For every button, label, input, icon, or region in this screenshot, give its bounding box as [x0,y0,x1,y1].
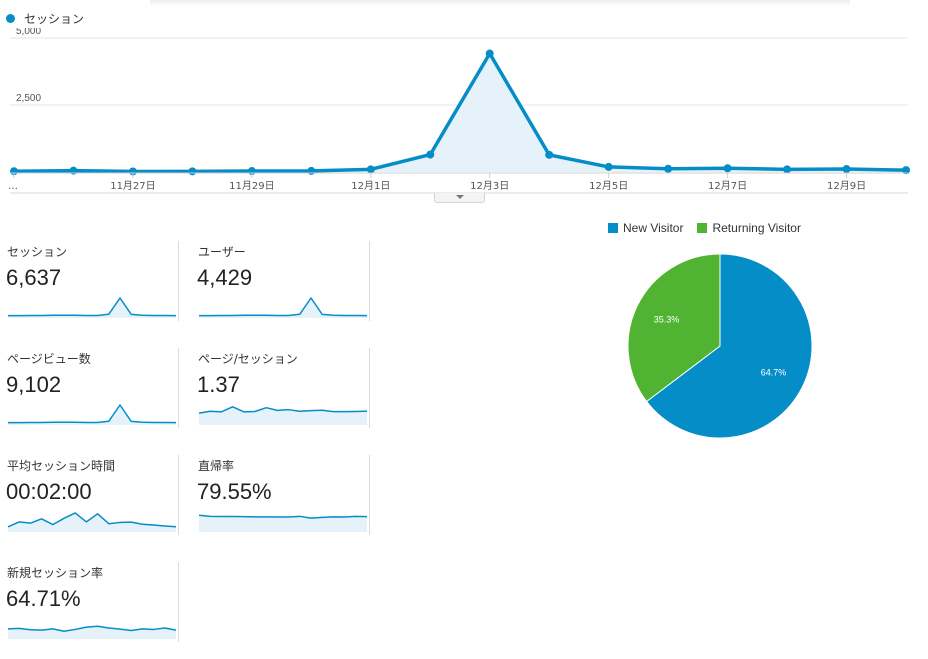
metric-label: ページビュー数 [7,352,91,366]
metric-sparkline [198,514,368,532]
sparkline-line [8,404,177,424]
metric-value: 4,429 [197,265,253,290]
sessions-line-chart[interactable]: 5,000 2,500 … 11月27日 11月29日 12月1日 12月3日 12月5日 12… [0,28,928,194]
metric-label: ページ/セッション [198,352,298,366]
metric-label: ユーザー [198,245,246,259]
sparkline-line [7,625,177,632]
x-tick-label: 12月5日 [589,180,628,192]
x-tick-label: 12月9日 [827,180,866,192]
metric-tile[interactable]: ユーザー 4,429 [191,241,370,321]
metric-label: 平均セッション時間 [7,459,116,473]
legend-swatch-new [608,223,618,233]
visitor-type-pie-chart[interactable]: 64.7% 35.3% [620,246,820,446]
data-point[interactable] [723,164,732,173]
metric-label: 直帰率 [198,459,235,473]
legend-swatch-returning [697,223,708,233]
pie-slice[interactable] [627,253,721,403]
data-point[interactable] [842,165,851,174]
metric-sparkline [7,625,177,639]
legend-label-new: New Visitor [623,221,684,235]
metric-tile[interactable]: セッション 6,637 [0,241,179,321]
x-tick-label: 12月7日 [708,180,747,192]
metric-value: 9,102 [6,372,62,397]
metric-value: 64.71% [6,586,81,611]
series-area [14,53,906,172]
data-point[interactable] [545,150,554,159]
y-tick-label: 2,500 [16,93,41,104]
data-point[interactable] [366,165,375,174]
metric-value: 00:02:00 [6,479,92,504]
sparkline-line [199,297,368,317]
series-legend[interactable]: セッション [6,10,84,26]
sparkline-line [8,297,177,317]
sparkline-area [8,626,176,639]
sparkline-area [8,512,176,532]
x-tick-label: 12月1日 [351,180,390,192]
sparkline-line [198,514,368,519]
metric-value: 1.37 [197,372,240,397]
metric-sparkline [198,406,368,425]
x-tick-label: 11月29日 [229,180,274,192]
metric-value: 79.55% [197,479,272,504]
x-tick-label: 11月27日 [110,180,155,192]
metric-value: 6,637 [6,265,62,290]
metric-tile[interactable]: 新規セッション率 64.71% [0,562,179,642]
y-tick-label: 5,000 [16,28,41,37]
series-line [13,51,907,174]
data-point[interactable] [902,166,910,175]
metric-label: 新規セッション率 [7,566,104,580]
chevron-down-icon [456,195,464,199]
x-tick-label: 12月3日 [470,180,509,192]
pie-legend: New Visitor Returning Visitor [608,221,815,235]
metric-sparkline [8,404,177,425]
sparkline-line [198,406,368,414]
legend-returning-visitor[interactable]: Returning Visitor [697,221,801,235]
metric-tile[interactable]: ページ/セッション 1.37 [191,348,370,428]
metric-tile[interactable]: ページビュー数 9,102 [0,348,179,428]
data-point[interactable] [664,164,673,173]
legend-label-returning: Returning Visitor [712,221,801,235]
legend-new-visitor[interactable]: New Visitor [608,221,683,235]
metric-sparkline [199,297,368,318]
collapse-chart-button[interactable] [434,193,485,203]
top-shadow [150,0,850,6]
x-tick-label: … [8,181,18,192]
pie-slice-label: 35.3% [654,314,680,324]
sparkline-area [199,515,367,532]
metric-label: セッション [7,245,68,259]
data-point[interactable] [307,166,316,175]
data-point[interactable] [485,49,494,58]
series-dot-icon [6,13,15,23]
metric-tile[interactable]: 直帰率 79.55% [191,455,370,535]
pie-slice[interactable] [645,253,813,439]
pie-slice-label: 64.7% [761,368,787,378]
metric-sparkline [8,297,177,318]
data-point[interactable] [783,165,792,174]
metric-sparkline [7,512,177,532]
data-point[interactable] [604,162,613,171]
sparkline-line [7,512,177,528]
metric-tile[interactable]: 平均セッション時間 00:02:00 [0,455,179,535]
data-point[interactable] [188,167,197,176]
series-label: セッション [24,11,85,26]
data-point[interactable] [426,150,435,159]
